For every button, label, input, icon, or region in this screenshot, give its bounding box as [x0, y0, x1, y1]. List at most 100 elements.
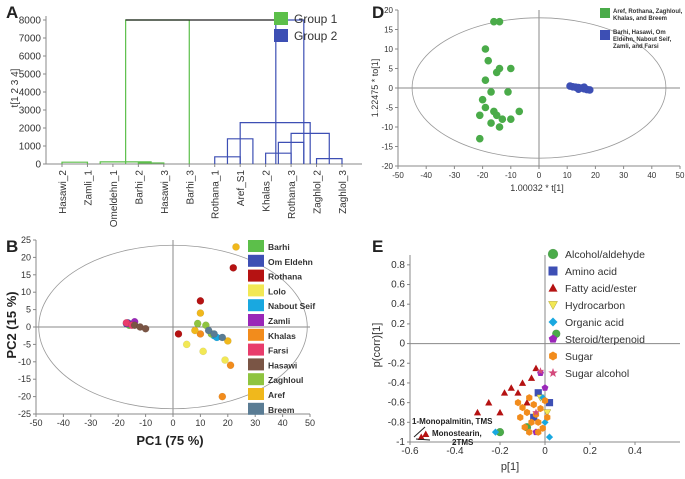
legend-label: Sugar — [565, 351, 594, 363]
s-plot-point — [473, 408, 482, 416]
s-plot-point — [530, 413, 538, 421]
x-tick-label: -40 — [420, 171, 432, 180]
annotation-monopalmitin: 1-Monopalmitin, TMS — [412, 417, 493, 426]
y-tick-label: -20 — [381, 162, 393, 171]
opls-da-point — [507, 115, 515, 123]
x-tick-label: 10 — [563, 171, 572, 180]
legend-swatch-group-2 — [600, 30, 610, 40]
legend-label: Rothana — [268, 272, 302, 282]
s-plot-point — [534, 389, 542, 397]
pca-x-axis-label: PC1 (75 %) — [136, 433, 203, 448]
y-tick-label: -1 — [396, 437, 405, 448]
opls-da-point — [585, 86, 594, 94]
opls-da-point — [481, 45, 490, 53]
s-plot-point — [507, 384, 515, 391]
leaf-label: Rothana_1 — [211, 170, 222, 219]
y-tick-label: -0.4 — [388, 378, 406, 389]
s-plot-point — [496, 408, 504, 416]
x-tick-label: 10 — [195, 418, 205, 428]
y-tick-label: 4000 — [19, 88, 42, 99]
legend-label: Zamli — [268, 316, 290, 326]
opls-da-y-axis-label: 1.22475 * to[1] — [370, 59, 380, 118]
legend-label-group-2: Group 2 — [294, 29, 338, 43]
y-tick-label: 3000 — [19, 106, 42, 117]
pca-point — [221, 356, 229, 364]
x-tick-label: -30 — [84, 418, 97, 428]
leaf-label: Zamli_1 — [83, 170, 94, 206]
dendrogram-link — [275, 19, 305, 164]
y-tick-label: 20 — [384, 6, 393, 15]
pca-point — [199, 347, 207, 356]
leaf-label: Barhi_3 — [185, 170, 196, 205]
legend-swatch — [248, 314, 264, 326]
y-tick-label: -5 — [386, 104, 394, 113]
pca-point — [204, 326, 213, 335]
y-tick-label: 0.8 — [391, 260, 405, 271]
x-tick-label: -10 — [505, 171, 517, 180]
y-tick-label: 10 — [21, 287, 31, 297]
y-tick-label: 1000 — [19, 142, 42, 153]
dendrogram-axes: 0 1000 2000 3000 4000 5000 6000 7000 8000 Hasawi_… — [19, 16, 362, 227]
x-tick-label: -0.4 — [446, 446, 464, 457]
opls-da-point — [487, 119, 495, 127]
pca-point — [174, 330, 183, 338]
legend-marker — [548, 334, 558, 343]
legend-label: Nabout Seif — [268, 301, 315, 311]
dendrogram-legend: Group 1 Group 2 — [274, 12, 338, 43]
leaf-label: Rothana_3 — [287, 170, 298, 219]
annotation-monostearin-line-1: Monostearin, — [432, 429, 482, 438]
opls-da-point — [495, 123, 504, 131]
leaf-label: Aref_S1 — [236, 170, 247, 207]
s-plot-point — [514, 389, 522, 396]
legend-label: Khalas — [268, 331, 296, 341]
pca-point — [196, 309, 205, 317]
y-tick-label: 2000 — [19, 124, 42, 135]
x-tick-label: 30 — [619, 171, 628, 180]
opls-da-point — [515, 107, 524, 116]
s-plot-point — [532, 408, 540, 416]
x-tick-label: -50 — [392, 171, 404, 180]
legend-marker — [548, 317, 558, 327]
panel-letter-e: E — [372, 237, 383, 256]
legend-label-group-1-line-1: Aref, Rothana, Zaghloul, — [613, 9, 683, 15]
y-tick-label: -0.8 — [388, 417, 406, 428]
y-tick-label: 15 — [384, 26, 393, 35]
legend-label-group-2-line-1: Barhi, Hasawi, Om — [613, 30, 666, 36]
legend-label: Alcohol/aldehyde — [565, 249, 645, 261]
x-tick-label: -0.2 — [491, 446, 509, 457]
pca-point — [218, 333, 227, 342]
legend-label: Fatty acid/ester — [565, 283, 637, 295]
opls-da-points — [475, 17, 594, 143]
legend-label: Organic acid — [565, 317, 624, 329]
opls-da-legend: Aref, Rothana, Zaghloul, Khalas, and Bre… — [600, 8, 683, 50]
y-tick-label: -25 — [18, 409, 31, 419]
opls-da-point — [504, 88, 512, 96]
y-tick-label: 25 — [21, 235, 31, 245]
x-tick-label: 20 — [223, 418, 233, 428]
legend-swatch-group-2 — [274, 29, 288, 42]
s-plot-point — [535, 418, 542, 426]
legend-label-group-1: Group 1 — [294, 12, 338, 26]
confidence-ellipse — [411, 17, 667, 159]
pca-y-axis-label: PC2 (15 %) — [4, 291, 19, 358]
x-tick-label: 50 — [676, 171, 685, 180]
legend-label: Hydrocarbon — [565, 300, 625, 312]
pca-point — [141, 324, 150, 333]
y-tick-label: -0.2 — [388, 358, 406, 369]
pca-points — [122, 243, 240, 401]
y-tick-label: 7000 — [19, 34, 42, 45]
legend-label: Barhi — [268, 242, 290, 252]
s-plot-point — [526, 394, 533, 402]
y-tick-label: 5 — [26, 305, 31, 315]
opls-da-point — [484, 56, 493, 65]
y-tick-label: 8000 — [19, 16, 42, 27]
y-tick-label: 0.2 — [391, 319, 405, 330]
pca-point — [232, 243, 240, 251]
leaf-label: Zaghlol_2 — [313, 170, 324, 214]
y-tick-label: 5000 — [19, 70, 42, 81]
legend-label: Sugar alcohol — [565, 368, 629, 380]
y-tick-label: -10 — [381, 123, 393, 132]
s-plot-point — [527, 374, 536, 381]
dendrogram-panel: t[1 2 3 4] 0 1000 2000 3000 4000 5000 6000 7000… — [10, 12, 362, 227]
pca-axes: -50 -40 -30 -20 -10 0 10 20 30 40 50-25-20-15-10-5… — [18, 235, 315, 428]
